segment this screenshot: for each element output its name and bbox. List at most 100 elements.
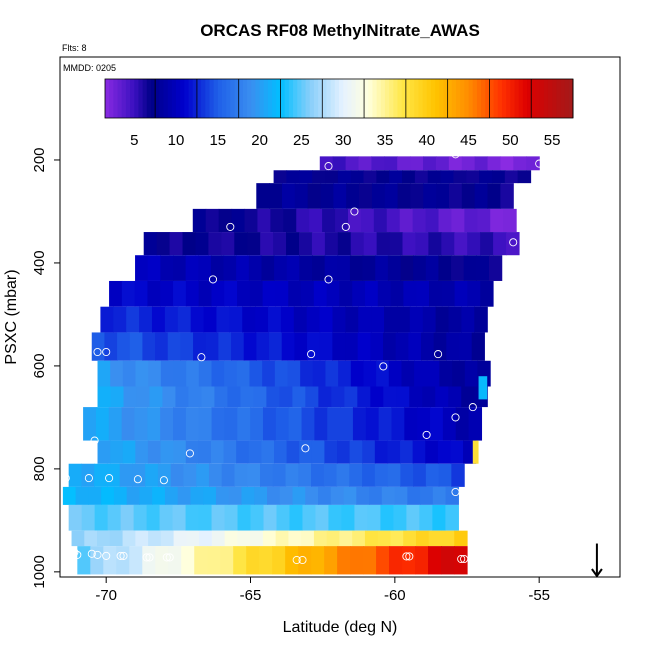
heatmap-cell xyxy=(352,530,366,547)
colorbar-segment xyxy=(514,79,520,118)
heatmap-cell xyxy=(423,156,437,171)
colorbar-segment xyxy=(401,79,407,118)
heatmap-cell xyxy=(468,407,483,441)
heatmap-cell xyxy=(256,332,270,361)
heatmap-cell xyxy=(285,463,299,487)
heatmap-cell xyxy=(345,332,359,361)
x-axis-label: Latitude (deg N) xyxy=(283,619,398,636)
heatmap-cell xyxy=(253,386,267,408)
sample-point xyxy=(298,555,307,565)
heatmap-cell xyxy=(425,255,440,281)
heatmap-cell xyxy=(157,463,172,487)
heatmap-cell xyxy=(325,360,339,387)
heatmap-cell xyxy=(147,255,161,281)
heatmap-cell xyxy=(172,504,187,531)
colorbar-segment xyxy=(251,79,256,118)
heatmap-cell xyxy=(286,232,300,256)
colorbar-segment xyxy=(113,79,119,118)
sample-point xyxy=(159,476,168,485)
heatmap-cell xyxy=(324,255,338,281)
heatmap-cell xyxy=(162,386,177,408)
sample-point xyxy=(73,550,82,559)
heatmap-cell xyxy=(97,360,111,387)
heatmap-cell xyxy=(428,232,442,256)
heatmap-cell xyxy=(393,504,407,531)
heatmap-cell xyxy=(312,170,326,184)
heatmap-cell xyxy=(233,546,247,575)
colorbar-segment xyxy=(485,79,490,118)
heatmap-cell xyxy=(433,332,447,361)
sample-point xyxy=(197,353,206,362)
heatmap-cell xyxy=(461,183,476,209)
heatmap-cell xyxy=(110,360,124,387)
heatmap-cell xyxy=(397,183,412,209)
heatmap-cell xyxy=(358,306,372,333)
heatmap-cell xyxy=(132,463,146,487)
colorbar-segment xyxy=(539,79,545,118)
heatmap-cell xyxy=(175,386,190,408)
colorbar-segment xyxy=(556,79,561,118)
heatmap-cell xyxy=(177,486,192,505)
heatmap-cell xyxy=(205,332,219,361)
heatmap-cell xyxy=(442,407,457,441)
colorbar-segment xyxy=(380,79,386,118)
heatmap-cell xyxy=(250,504,265,531)
heatmap-cell xyxy=(352,280,366,307)
heatmap-cell xyxy=(327,407,341,441)
heatmap-cell xyxy=(160,255,174,281)
sample-point xyxy=(61,474,70,483)
sample-point xyxy=(93,347,102,357)
heatmap-cell xyxy=(407,486,421,505)
heatmap-cell xyxy=(451,463,465,487)
heatmap-cell xyxy=(467,280,481,307)
colorbar-tick-label: 40 xyxy=(418,132,435,149)
colorbar-segment xyxy=(339,79,344,118)
heatmap-cell xyxy=(221,232,235,256)
colorbar-segment xyxy=(109,79,114,118)
heatmap-cell xyxy=(170,463,185,487)
heatmap-cell xyxy=(205,208,220,233)
colorbar-segment xyxy=(564,79,570,118)
heatmap-cell xyxy=(207,546,221,575)
heatmap-cell xyxy=(331,386,345,408)
colorbar-segment xyxy=(501,79,507,118)
heatmap-cell xyxy=(453,170,467,184)
colorbar-segment xyxy=(439,79,444,118)
heatmap-cell xyxy=(344,386,358,408)
colorbar-segment xyxy=(393,79,398,118)
heatmap-cell xyxy=(448,183,463,209)
date-label: MMDD: 0205 xyxy=(63,63,116,73)
heatmap-cell xyxy=(173,440,187,464)
heatmap-cell xyxy=(160,530,175,547)
heatmap-cell xyxy=(362,463,376,487)
colorbar-segment xyxy=(301,79,307,118)
heatmap-cell xyxy=(196,463,210,487)
heatmap-cell xyxy=(294,332,308,361)
sample-point xyxy=(133,475,142,484)
colorbar-tick-label: 5 xyxy=(130,132,138,149)
heatmap-cell xyxy=(312,360,327,387)
heatmap-cell xyxy=(275,280,289,307)
sample-point xyxy=(535,159,544,168)
heatmap-cell xyxy=(397,156,411,171)
heatmap-cell xyxy=(110,386,125,408)
heatmap-cell xyxy=(228,486,243,505)
heatmap-cell xyxy=(337,232,352,256)
sample-point xyxy=(208,275,218,284)
heatmap-cell xyxy=(273,232,287,256)
heatmap-cell xyxy=(311,463,325,487)
heatmap-cell xyxy=(94,504,109,531)
heatmap-cell xyxy=(289,504,304,531)
heatmap-cell xyxy=(373,208,388,233)
heatmap-cell xyxy=(319,332,333,361)
x-axis: -70 -65 -60 -55 xyxy=(95,577,550,604)
heatmap-cell xyxy=(380,504,394,531)
heatmap-cell xyxy=(146,504,161,531)
heatmap-cell xyxy=(476,255,490,281)
heatmap-cell xyxy=(438,208,453,233)
heatmap-cell xyxy=(428,546,442,575)
heatmap-cell xyxy=(152,486,166,505)
heatmap-cell xyxy=(446,332,460,361)
heatmap-cell xyxy=(91,332,106,361)
heatmap-cell xyxy=(250,530,264,547)
